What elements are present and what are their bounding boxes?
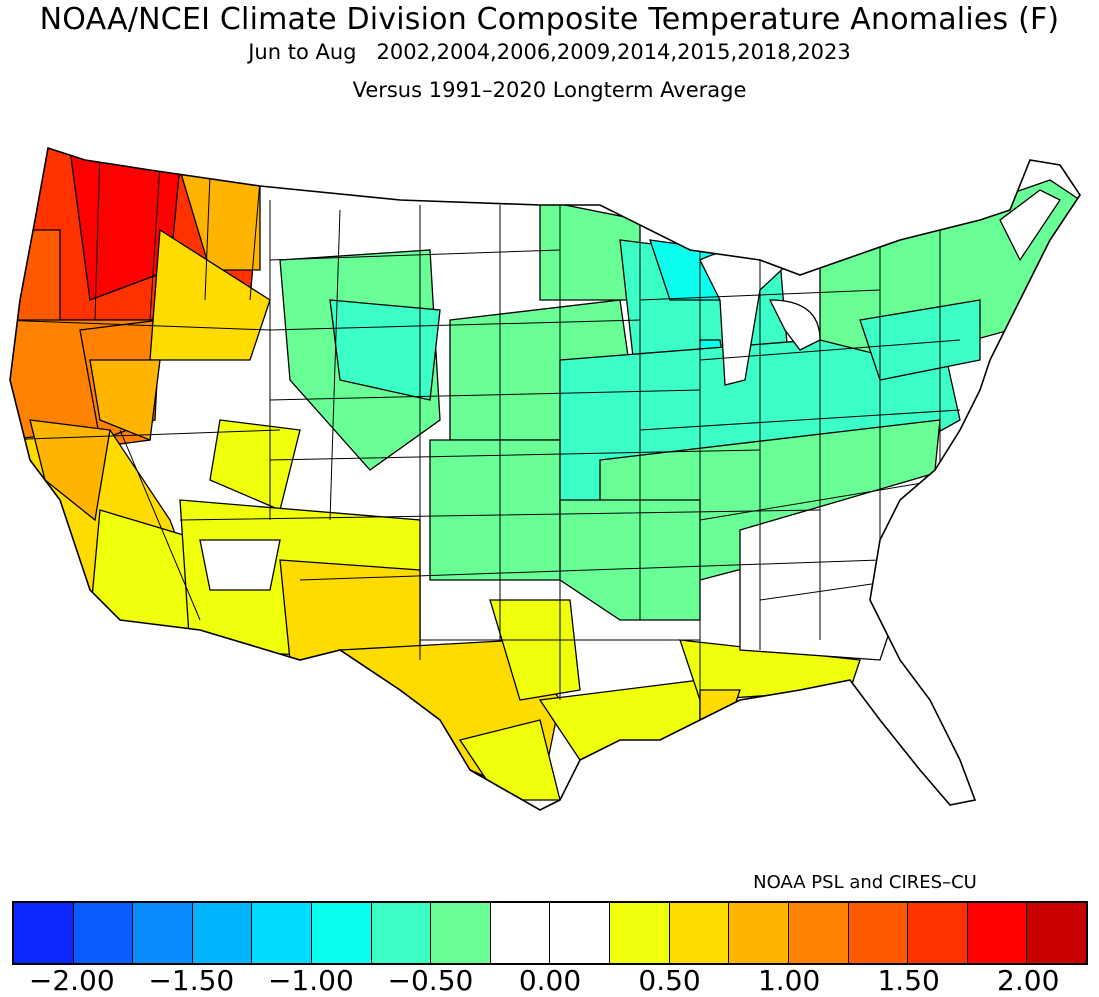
colorbar-swatch <box>908 903 968 963</box>
colorbar-swatch <box>252 903 313 963</box>
colorbar-swatch <box>788 903 849 963</box>
colorbar-tick-label: 2.00 <box>997 964 1060 997</box>
colorbar-swatch <box>729 903 789 963</box>
colorbar-swatch <box>14 903 74 963</box>
colorbar-swatch <box>312 903 372 963</box>
colorbar-tick-label: 0.00 <box>518 964 582 997</box>
colorbar-swatch <box>967 903 1028 963</box>
colorbar-swatch <box>550 903 611 963</box>
colorbar-tick-label: −0.50 <box>387 964 474 997</box>
chart-title: NOAA/NCEI Climate Division Composite Tem… <box>39 2 1060 37</box>
colorbar-swatch <box>848 903 909 963</box>
credit-label: NOAA PSL and CIRES–CU <box>753 872 977 893</box>
colorbar-tick-label: 1.50 <box>877 964 940 997</box>
colorbar-swatch <box>371 903 432 963</box>
colorbar-swatch <box>1027 903 1086 963</box>
conus-climate-division-map <box>9 146 1081 811</box>
chart-subtitle: Jun to Aug 2002,2004,2006,2009,2014,2015… <box>248 40 851 64</box>
colorbar-swatch <box>133 903 193 963</box>
colorbar-labels: −2.00 −1.50 −1.00 −0.50 0.00 0.50 1.00 1.50 2.00 <box>0 964 1099 997</box>
colorbar-tick-label: 1.00 <box>757 964 821 997</box>
colorbar-tick-label: −1.50 <box>148 964 235 997</box>
baseline-label: Versus 1991–2020 Longterm Average <box>352 78 747 102</box>
colorbar-swatch <box>73 903 134 963</box>
colorbar-tick-label: −1.00 <box>267 964 354 997</box>
colorbar <box>12 901 1088 965</box>
colorbar-swatch <box>669 903 730 963</box>
colorbar-swatch <box>490 903 551 963</box>
colorbar-tick-label: −2.00 <box>28 964 115 997</box>
colorbar-swatch <box>610 903 670 963</box>
colorbar-swatch <box>192 903 253 963</box>
colorbar-tick-label: 0.50 <box>638 964 701 997</box>
colorbar-swatch <box>431 903 491 963</box>
